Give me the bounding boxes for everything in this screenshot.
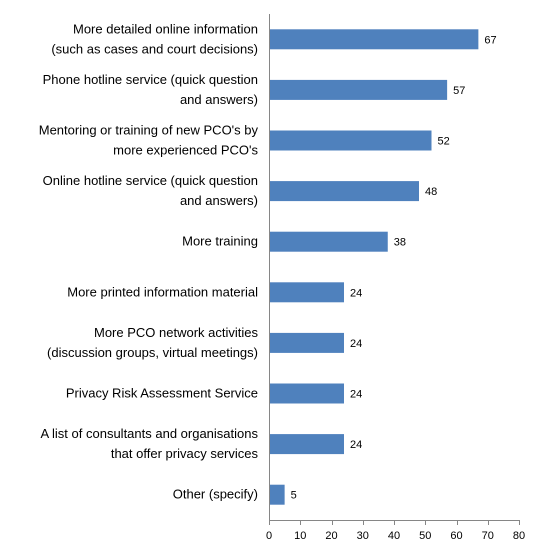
bar xyxy=(269,181,419,202)
x-tick-label: 40 xyxy=(388,530,400,542)
category-label: More training xyxy=(182,234,258,249)
category-label: Other (specify) xyxy=(173,487,258,502)
category-label: and answers) xyxy=(180,92,258,107)
x-tick-label: 0 xyxy=(266,530,272,542)
data-label: 24 xyxy=(350,287,362,299)
category-label: Privacy Risk Assessment Service xyxy=(66,386,258,401)
data-label: 57 xyxy=(453,85,465,97)
data-label: 67 xyxy=(484,34,496,46)
data-label: 52 xyxy=(438,136,450,148)
x-tick-label: 80 xyxy=(513,530,525,542)
data-label: 38 xyxy=(394,237,406,249)
bar xyxy=(269,383,344,404)
x-tick-label: 60 xyxy=(450,530,462,542)
x-tick-label: 10 xyxy=(294,530,306,542)
category-label: more experienced PCO's xyxy=(113,143,258,158)
category-label: More printed information material xyxy=(67,284,258,299)
bar xyxy=(269,130,432,151)
category-label: More PCO network activities xyxy=(94,325,258,340)
bar xyxy=(269,282,344,303)
bar xyxy=(269,29,479,50)
x-tick-label: 30 xyxy=(357,530,369,542)
x-tick-label: 50 xyxy=(419,530,431,542)
data-label: 48 xyxy=(425,186,437,198)
bar xyxy=(269,231,388,252)
x-tick-label: 70 xyxy=(482,530,494,542)
bar xyxy=(269,484,285,505)
category-label: More detailed online information xyxy=(73,21,258,36)
category-label: and answers) xyxy=(180,193,258,208)
data-label: 24 xyxy=(350,338,362,350)
category-label: (such as cases and court decisions) xyxy=(51,41,258,56)
bar xyxy=(269,434,344,455)
data-label: 24 xyxy=(350,389,362,401)
data-label: 5 xyxy=(291,490,297,502)
category-label: A list of consultants and organisations xyxy=(40,426,258,441)
bars-group: 67 More detailed online information (such … xyxy=(39,21,497,505)
category-label: Online hotline service (quick question xyxy=(43,173,258,188)
data-label: 24 xyxy=(350,439,362,451)
category-label: Mentoring or training of new PCO's by xyxy=(39,123,259,138)
category-label: that offer privacy services xyxy=(111,446,259,461)
bar xyxy=(269,332,344,353)
category-label: Phone hotline service (quick question xyxy=(43,72,258,87)
bar xyxy=(269,79,448,100)
x-tick-label: 20 xyxy=(325,530,337,542)
category-label: (discussion groups, virtual meetings) xyxy=(47,345,258,360)
x-axis: 0 10 20 30 40 50 60 70 80 xyxy=(266,14,525,542)
